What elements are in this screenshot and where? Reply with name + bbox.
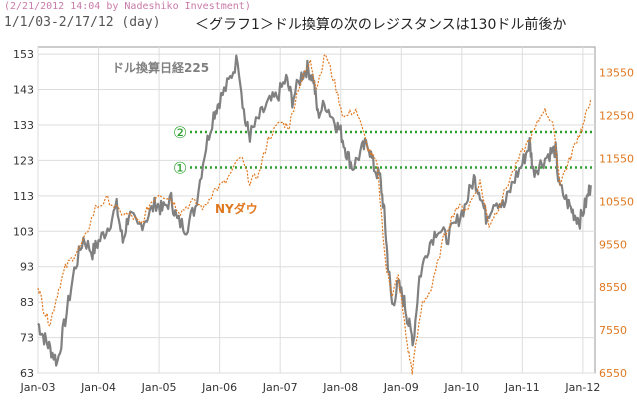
x-tick-label: Jan-04: [80, 381, 116, 394]
x-tick-label: Jan-08: [322, 381, 358, 394]
y-left-tick-label: 133: [13, 119, 34, 132]
series-label-nikkei: ドル換算日経225: [112, 60, 209, 75]
y-right-tick-label: 10550: [599, 195, 634, 208]
x-tick-label: Jan-05: [141, 381, 177, 394]
y-left-tick-label: 153: [13, 48, 34, 61]
y-left-tick-label: 103: [13, 225, 34, 238]
y-left-tick-label: 123: [13, 154, 34, 167]
series-label-nydow: NYダウ: [215, 201, 258, 216]
y-right-tick-label: 9550: [599, 238, 627, 251]
x-tick-label: Jan-03: [20, 381, 56, 394]
x-tick-label: Jan-10: [443, 381, 479, 394]
y-right-tick-label: 8550: [599, 281, 627, 294]
y-right-tick-label: 11550: [599, 153, 634, 166]
y-left-tick-label: 73: [20, 332, 34, 345]
y-left-tick-label: 83: [20, 296, 34, 309]
y-left-tick-label: 113: [13, 190, 34, 203]
chart-title: ＜グラフ1＞ドル換算の次のレジスタンスは130ドル前後か: [195, 17, 567, 33]
y-left-tick-label: 143: [13, 84, 34, 97]
timestamp-credit: (2/21/2012 14:04 by Nadeshiko Investment…: [4, 1, 251, 12]
y-right-tick-label: 13550: [599, 67, 634, 80]
series-line-nikkei: [37, 54, 592, 367]
x-tick-label: Jan-12: [564, 381, 600, 394]
x-tick-label: Jan-09: [383, 381, 419, 394]
y-right-tick-label: 6550: [599, 367, 627, 380]
date-range: 1/1/03-2/17/12 (day): [4, 15, 161, 30]
resistance-label: ②: [173, 123, 187, 142]
x-tick-label: Jan-07: [262, 381, 298, 394]
resistance-label: ①: [173, 158, 187, 177]
x-tick-label: Jan-11: [504, 381, 540, 394]
y-left-tick-label: 63: [20, 367, 34, 380]
y-right-tick-label: 7550: [599, 324, 627, 337]
x-tick-label: Jan-06: [201, 381, 237, 394]
y-right-tick-label: 12550: [599, 110, 634, 123]
y-left-tick-label: 93: [20, 261, 34, 274]
